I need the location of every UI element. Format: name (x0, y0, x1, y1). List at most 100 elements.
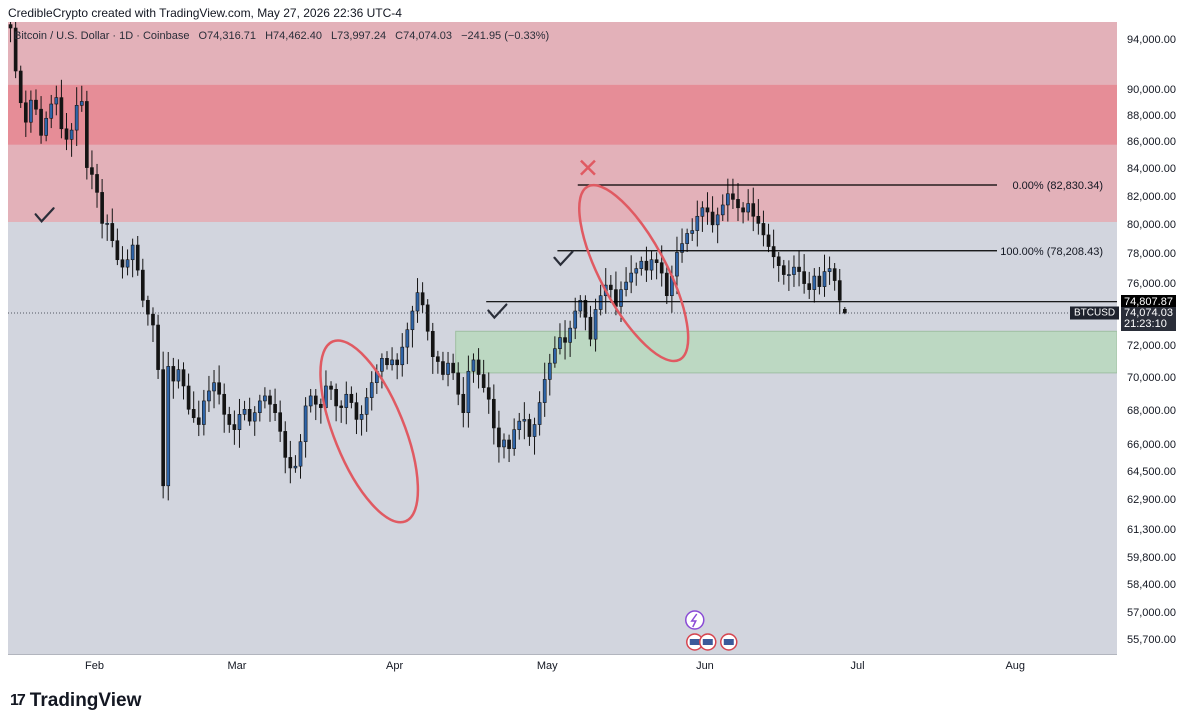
candle-body (369, 382, 374, 398)
candle-body (527, 419, 532, 437)
inner-resistance-zone (8, 84, 1117, 145)
price-tick-label: 76,000.00 (1127, 277, 1176, 290)
time-tick-label: Feb (84, 660, 104, 672)
candle-body (659, 262, 664, 274)
candle-body (420, 292, 425, 306)
candle-body (512, 429, 516, 449)
tradingview-logo: 17 TradingView (10, 690, 141, 712)
candle-body (263, 395, 267, 402)
price-tick-label: 57,000.00 (1127, 607, 1176, 620)
candle-body (614, 289, 618, 307)
candle-body (207, 390, 211, 402)
candle-body (319, 403, 323, 408)
candle-body (181, 369, 186, 387)
candle-body (502, 439, 506, 448)
candle-body (553, 348, 557, 364)
candle-body (247, 409, 252, 422)
tradingview-wordmark: TradingView (29, 690, 142, 711)
candle-body (726, 193, 730, 206)
candle-body (349, 393, 354, 403)
candle-body (486, 387, 491, 400)
chart-canvas: 0.00% (82,830.34) 100.00% (78,208.43) (8, 22, 1117, 651)
candle-body (161, 369, 165, 487)
candle-body (776, 256, 781, 266)
candle-body (644, 260, 649, 271)
price-tick-label: 86,000.00 (1127, 136, 1176, 148)
candle-body (588, 316, 593, 340)
legend-low: L73,997.24 (331, 30, 387, 42)
event-flag-stripe-icon (723, 639, 734, 645)
candle-body (283, 431, 288, 458)
candle-body (425, 304, 430, 332)
candle-body (313, 395, 318, 405)
candle-body (812, 275, 817, 290)
candle-body (446, 362, 450, 375)
march-pattern-ellipse (319, 339, 420, 524)
candle-body (781, 265, 786, 275)
candle-body (461, 393, 466, 413)
candle-body (74, 105, 79, 131)
price-tick-label: 68,000.00 (1127, 404, 1176, 417)
candle-body (227, 414, 232, 425)
candle-body (278, 412, 282, 432)
candle-body (797, 266, 801, 272)
time-tick-label: Jul (850, 660, 865, 672)
price-tick-label: 82,000.00 (1127, 190, 1176, 203)
candle-body (364, 397, 369, 415)
candle-body (252, 412, 257, 422)
candle-body (85, 101, 89, 168)
candle-body (537, 402, 542, 425)
candle-body (705, 207, 710, 213)
candle-body (690, 230, 695, 234)
check-may (553, 250, 574, 267)
candle-body (837, 280, 842, 301)
candle-body (100, 192, 104, 224)
candle-body (832, 268, 837, 281)
price-tick-label: 62,900.00 (1127, 494, 1176, 507)
candle-body (441, 361, 445, 375)
last-price-tag: 74,074.03 21:23:10 (1121, 306, 1176, 331)
candle-body (522, 419, 527, 422)
price-tick-label: 55,700.00 (1127, 633, 1176, 646)
candle-body (146, 299, 150, 315)
price-tick-label: 90,000.00 (1127, 83, 1176, 96)
candle-body (39, 108, 43, 136)
candle-body (573, 310, 578, 329)
candle-body (18, 70, 23, 104)
candle-body (609, 284, 613, 290)
check-jan (34, 207, 55, 223)
candle-body (563, 337, 567, 343)
candle-body (664, 272, 669, 297)
candle-body (64, 128, 69, 140)
time-axis[interactable]: Feb Mar Apr May Jun Jul Aug (8, 654, 1117, 677)
candle-body (736, 199, 740, 209)
symbol-legend: Bitcoin / U.S. Dollar · 1D · Coinbase O7… (14, 30, 549, 42)
candle-body (476, 359, 481, 375)
candle-body (390, 359, 394, 366)
time-tick-label: Apr (386, 660, 404, 672)
candle-body (741, 207, 745, 213)
check-apr (487, 303, 508, 320)
candle-body (202, 400, 206, 425)
fib-label-1: 100.00% (78,208.43) (1000, 246, 1103, 258)
price-axis[interactable]: 94,000.00 90,000.00 88,000.00 86,000.00 84,0… (1117, 22, 1200, 654)
candle-body (578, 299, 583, 312)
candle-body (695, 215, 700, 231)
candle-body (639, 260, 644, 269)
candle-body (54, 97, 59, 105)
price-tick-label: 78,000.00 (1127, 247, 1176, 260)
legend-close: C74,074.03 (395, 30, 453, 42)
candle-body (497, 427, 501, 448)
candle-body (466, 370, 471, 413)
plot-area[interactable]: 0.00% (82,830.34) 100.00% (78,208.43) (8, 22, 1117, 654)
candle-body (23, 102, 28, 123)
price-tick-label: 80,000.00 (1127, 218, 1176, 231)
candle-body (308, 395, 313, 407)
candle-body (558, 337, 562, 350)
candle-body (746, 203, 751, 213)
event-flag-stripe-icon (702, 639, 713, 645)
price-tick-label: 61,300.00 (1127, 523, 1176, 536)
bar-countdown: 21:23:10 (1124, 317, 1167, 330)
candle-body (171, 366, 176, 382)
candle-body (415, 292, 420, 312)
